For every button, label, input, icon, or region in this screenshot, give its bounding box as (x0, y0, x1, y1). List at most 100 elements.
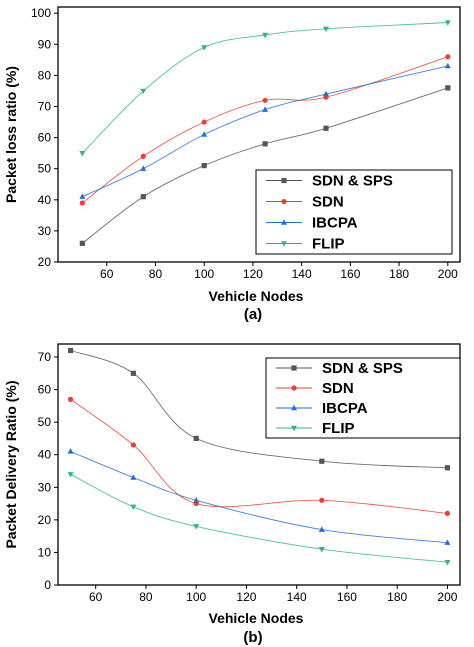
legend-marker (281, 198, 287, 205)
data-point (323, 90, 329, 97)
legend-label: SDN & SPS (312, 173, 393, 190)
y-tick-label: 100 (31, 6, 51, 20)
legend-marker (291, 404, 297, 411)
y-tick-label: 50 (38, 415, 52, 429)
legend-marker (281, 241, 287, 247)
data-point (193, 435, 199, 442)
y-tick-label: 40 (38, 193, 52, 207)
series-flip (67, 472, 451, 566)
y-tick-label: 0 (44, 578, 51, 592)
data-point (319, 497, 325, 503)
data-point (140, 153, 146, 159)
legend-marker (291, 365, 297, 371)
legend-label: SDN & SPS (322, 360, 403, 377)
x-tick-label: 120 (236, 590, 256, 604)
y-tick-label: 50 (38, 162, 52, 176)
y-tick-label: 20 (38, 513, 52, 527)
panel-caption: (b) (243, 629, 262, 646)
x-tick-label: 200 (437, 590, 457, 604)
y-tick-label: 60 (38, 383, 52, 397)
data-point (323, 26, 329, 32)
legend-marker (281, 219, 287, 225)
legend: SDN & SPS SDN IBCPA FLIP (265, 357, 461, 439)
series-line (82, 22, 448, 154)
data-point (193, 497, 200, 503)
data-point (67, 472, 74, 478)
x-tick-label: 160 (340, 267, 360, 281)
x-tick-label: 140 (292, 267, 312, 281)
y-tick-label: 70 (38, 100, 52, 114)
x-tick-label: 140 (287, 590, 307, 604)
x-tick-label: 60 (89, 590, 103, 604)
data-point (444, 560, 451, 566)
series-sdn-sps (79, 85, 451, 246)
data-point (445, 54, 451, 60)
data-point (318, 526, 325, 532)
data-point (79, 200, 85, 206)
series-ibcpa (67, 448, 451, 545)
x-tick-label: 60 (100, 267, 114, 281)
series-line (82, 65, 448, 198)
data-point (201, 162, 207, 169)
data-point (67, 396, 74, 402)
data-point (130, 442, 136, 448)
x-tick-label: 120 (243, 267, 263, 281)
data-point (79, 193, 86, 199)
data-point (201, 45, 208, 51)
series-line (70, 350, 448, 469)
legend-marker (291, 425, 297, 432)
panel-caption: (a) (244, 306, 262, 323)
y-tick-label: 70 (38, 350, 52, 364)
x-tick-label: 80 (149, 267, 163, 281)
x-axis-label: Vehicle Nodes (209, 610, 304, 626)
legend-label: SDN (322, 380, 354, 397)
y-axis-label: Packet loss ratio (%) (3, 66, 19, 203)
data-point (79, 240, 85, 246)
data-point (193, 524, 200, 530)
data-point (262, 106, 269, 112)
y-tick-label: 60 (38, 131, 52, 145)
data-point (67, 448, 74, 454)
legend-label: SDN (312, 194, 344, 211)
data-point (130, 474, 137, 480)
data-point (262, 141, 268, 147)
data-point (79, 150, 86, 157)
series-line (82, 87, 448, 244)
series-line (70, 399, 448, 514)
data-point (262, 32, 269, 39)
series-sdn (79, 54, 451, 206)
data-point (140, 165, 147, 171)
data-point (444, 510, 451, 516)
chart-panel-a: 60 80 100 120 140 160 180 200 20 30 40 50 60 70 80 90 10… (3, 6, 461, 323)
legend-box (255, 169, 453, 255)
data-point (323, 125, 329, 131)
legend-box (265, 357, 461, 439)
series-ibcpa (79, 62, 451, 199)
data-point (140, 194, 146, 200)
legend-label: FLIP (312, 236, 345, 253)
x-tick-label: 180 (389, 267, 409, 281)
plot-frame (57, 343, 461, 586)
x-tick-label: 200 (438, 267, 458, 281)
x-tick-label: 100 (186, 590, 206, 604)
legend-label: IBCPA (312, 215, 358, 232)
data-point (67, 347, 74, 354)
series-line (70, 473, 448, 563)
data-point (262, 97, 268, 103)
data-point (444, 62, 451, 69)
series-line (82, 56, 448, 204)
series-line (70, 451, 448, 544)
plot-frame (57, 6, 461, 263)
y-tick-label: 30 (38, 224, 52, 238)
x-tick-label: 180 (387, 590, 407, 604)
x-tick-label: 160 (337, 590, 357, 604)
x-tick-label: 100 (194, 267, 214, 281)
data-point (201, 119, 207, 125)
y-axis-label: Packet Delivery Ratio (%) (3, 380, 19, 548)
data-point (319, 458, 325, 464)
y-tick-label: 20 (38, 255, 52, 269)
data-point (130, 370, 136, 376)
x-tick-label: 80 (139, 590, 153, 604)
chart-panel-b: 60 80 100 120 140 160 180 200 0 10 20 30 40 50 60 70 Veh… (3, 343, 461, 646)
